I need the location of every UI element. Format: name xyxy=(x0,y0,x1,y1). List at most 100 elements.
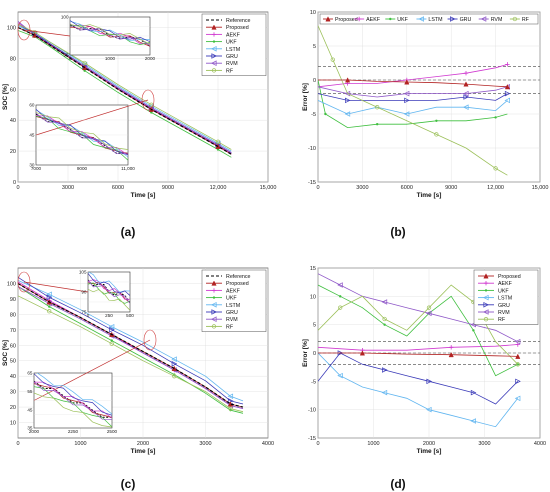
marker-ukf xyxy=(472,329,475,332)
legend-label: RVM xyxy=(226,61,238,67)
legend-marker-rvm xyxy=(483,309,489,315)
marker-rf xyxy=(82,60,87,66)
marker-rvm xyxy=(463,90,469,97)
marker-gru xyxy=(171,361,178,367)
inset-series-group xyxy=(88,272,130,311)
legend-label: LSTM xyxy=(226,47,240,53)
y-tick-label: 5 xyxy=(313,323,316,329)
marker-rvm xyxy=(470,321,476,328)
panel-b-group: 0 3000 6000 9000 12,000 15,000 10 5 0 -5 -10 -15 Tim… xyxy=(302,10,548,199)
zoom-ellipse xyxy=(17,271,31,293)
series-line-rf xyxy=(18,24,232,150)
marker-rvm xyxy=(426,310,432,317)
marker-proposed xyxy=(404,79,410,85)
y-tick-label: 5 xyxy=(313,44,316,50)
legend-marker-ukf xyxy=(484,289,488,292)
marker-rvm xyxy=(337,282,343,288)
inset-line-ukf xyxy=(36,115,128,161)
inset-y-tick: 55 xyxy=(27,389,33,394)
legend-marker-lstm xyxy=(211,302,217,308)
marker-lstm xyxy=(344,111,351,117)
series-line-reference xyxy=(18,26,232,155)
legend-marker-gru xyxy=(450,16,456,22)
panel-b-label: (b) xyxy=(390,225,405,239)
marker-ukf xyxy=(216,148,220,151)
zoom-ellipse xyxy=(17,19,31,41)
y-axis-label: Error [%] xyxy=(302,339,309,367)
y-tick-label: -15 xyxy=(308,180,316,186)
panel-c-group: 0 1000 2000 3000 4000 10 20 30 40 50 60 70 80 90 100 Ti… xyxy=(2,267,274,455)
y-tick-label: -10 xyxy=(308,408,316,414)
marker-lstm xyxy=(337,372,343,379)
marker-rvm xyxy=(344,90,351,97)
marker-rf xyxy=(228,406,233,411)
legend-label: Proposed xyxy=(226,281,249,287)
series-line-proposed xyxy=(318,352,518,357)
marker-gru xyxy=(504,90,511,97)
series-line-lstm xyxy=(18,25,232,152)
legend-label: RF xyxy=(522,17,530,23)
series-line-ukf xyxy=(318,79,508,129)
legend-label: LSTM xyxy=(226,303,240,309)
y-axis-label: SOC [%] xyxy=(2,340,9,366)
legend-marker-rvm xyxy=(211,316,217,322)
marker-rf xyxy=(434,132,439,137)
y-tick-label: 10 xyxy=(310,294,316,300)
x-tick-label: 3000 xyxy=(62,185,74,191)
legend-marker-rf xyxy=(512,16,518,22)
x-tick-label: 15,000 xyxy=(260,185,277,191)
inset-x-tick: 2000 xyxy=(145,56,156,61)
marker-rf xyxy=(375,105,380,110)
inset-x-tick: 0 xyxy=(69,56,72,61)
y-tick-label: 60 xyxy=(10,343,16,349)
x-tick-label: 9000 xyxy=(445,185,457,191)
legend-label: AEKF xyxy=(366,17,381,23)
x-tick-label: 12,000 xyxy=(210,185,227,191)
legend-box xyxy=(201,13,267,76)
y-tick-label: 20 xyxy=(10,405,16,411)
series-line-rvm xyxy=(318,273,518,343)
inset-line-aekf xyxy=(70,24,150,44)
inset-line-rf xyxy=(88,288,130,311)
legend-marker-proposed xyxy=(325,16,331,22)
inset-line-lstm xyxy=(36,109,128,158)
marker-gru xyxy=(382,367,388,373)
panel-a-group: 0 3000 6000 9000 12,000 15,000 0 20 40 60 80 100 Tim… xyxy=(2,11,277,199)
y-tick-label: 0 xyxy=(313,78,316,84)
legend-marker-gru xyxy=(211,53,217,59)
legend-label: Proposed xyxy=(335,17,358,23)
inset-line-lstm xyxy=(36,373,112,415)
zoom-ellipse xyxy=(143,329,157,351)
marker-lstm xyxy=(227,393,234,400)
inset-line-proposed xyxy=(88,281,130,304)
marker-rf xyxy=(215,139,221,144)
x-tick-label: 1000 xyxy=(74,441,86,447)
marker-rf xyxy=(382,316,387,322)
series-line-rf xyxy=(318,25,508,176)
y-tick-label: 70 xyxy=(10,328,16,334)
y-tick-label: 10 xyxy=(310,10,316,16)
zoom-arrow xyxy=(35,99,149,136)
zoom-ellipse xyxy=(141,89,155,111)
inset-x-tick: 11,000 xyxy=(121,166,135,171)
legend-marker-rf xyxy=(211,68,217,73)
marker-ukf xyxy=(435,119,438,123)
y-tick-label: -5 xyxy=(311,112,316,118)
legend-label: LSTM xyxy=(498,296,512,302)
marker-ukf xyxy=(339,295,342,298)
inset-line-proposed xyxy=(34,383,112,418)
legend-label: RF xyxy=(498,317,506,323)
legend-marker-aekf xyxy=(211,288,217,293)
marker-rf xyxy=(515,362,520,367)
y-tick-label: -10 xyxy=(308,146,316,152)
inset-y-tick: 35 xyxy=(27,426,33,431)
marker-proposed xyxy=(504,84,511,90)
marker-lstm xyxy=(470,418,476,424)
series-line-lstm xyxy=(318,100,508,115)
inset-line-rf xyxy=(36,112,128,150)
inset-y-tick: 95 xyxy=(63,53,69,58)
panel-a-label: (a) xyxy=(121,225,136,239)
series-line-aekf xyxy=(18,22,232,154)
x-tick-label: 6000 xyxy=(401,185,413,191)
y-tick-label: 80 xyxy=(10,56,16,62)
